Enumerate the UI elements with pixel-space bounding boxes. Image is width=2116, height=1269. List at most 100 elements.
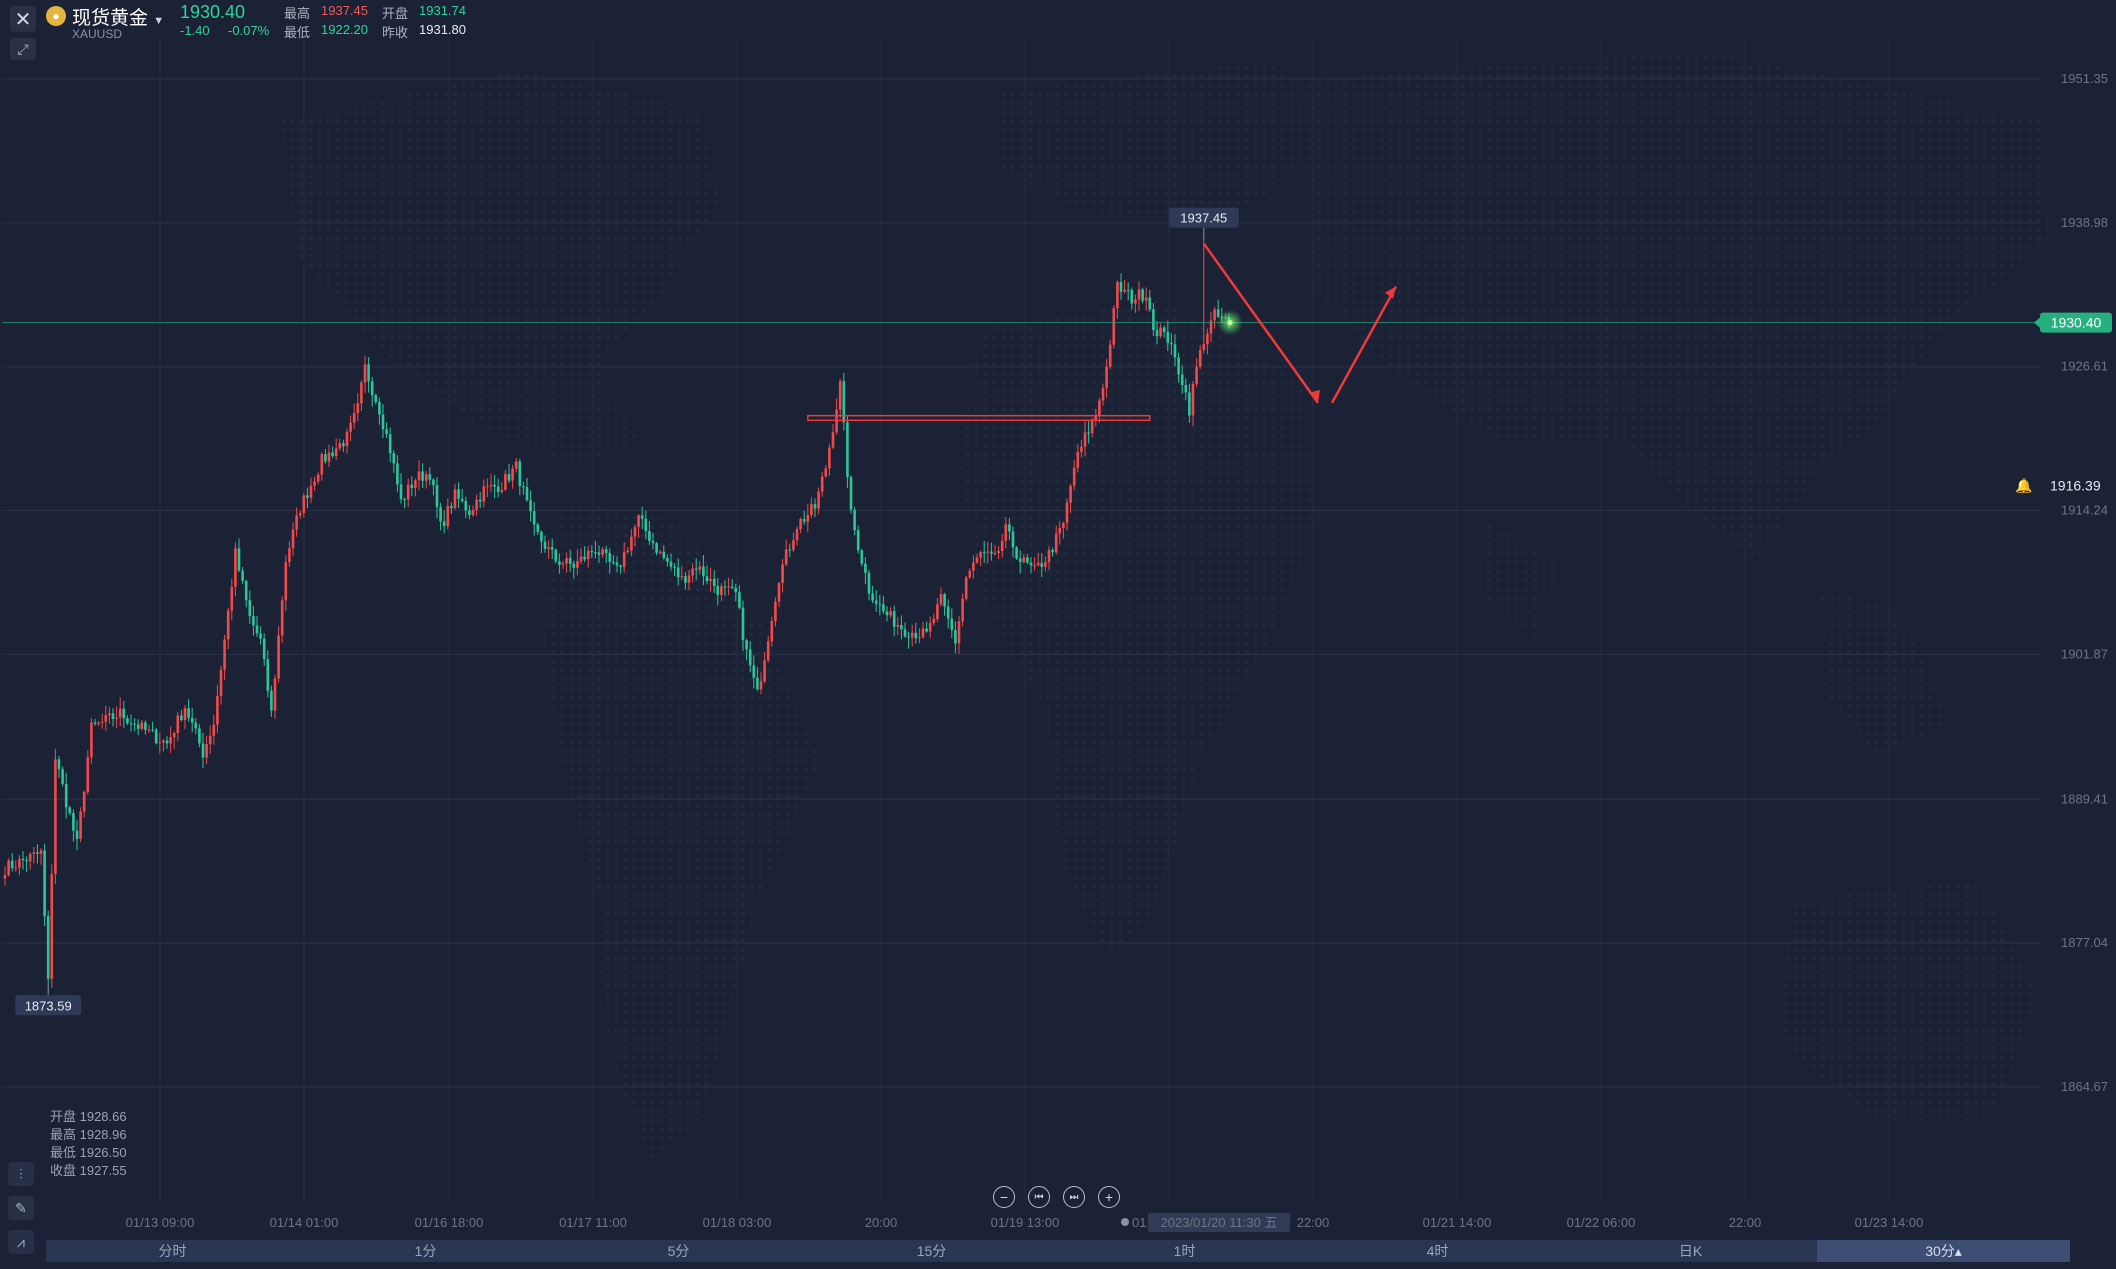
close-icon[interactable]: ✕	[10, 6, 36, 32]
pencil-icon[interactable]: ✎	[8, 1196, 34, 1220]
x-tick-label: 01/18 03:00	[703, 1215, 772, 1230]
candle-body	[180, 715, 183, 721]
x-tick-label: 01/16 18:00	[415, 1215, 484, 1230]
last-price: 1930.40	[180, 2, 246, 22]
x-tick-label: 01/22 06:00	[1567, 1215, 1636, 1230]
candle-body	[241, 570, 244, 581]
low-label: 最低	[284, 25, 311, 40]
jump-start-icon[interactable]: ⏮	[1028, 1186, 1050, 1208]
candle-body	[918, 637, 921, 639]
tab-5min[interactable]: 5分	[667, 1243, 690, 1259]
candle-body	[522, 486, 525, 488]
tab-1hour[interactable]: 1时	[1173, 1243, 1196, 1259]
zoom-out-icon[interactable]: −	[993, 1186, 1015, 1208]
candle-body	[907, 636, 910, 638]
candle-body	[748, 649, 752, 666]
candle-body	[1141, 289, 1144, 301]
x-tick-label: 01/19 13:00	[991, 1215, 1060, 1230]
candle-body	[64, 783, 68, 808]
candle-body	[108, 713, 111, 716]
tab-4hour[interactable]: 4时	[1426, 1243, 1449, 1259]
tab-15min[interactable]: 15分	[916, 1243, 947, 1259]
candle-body	[500, 489, 504, 492]
candle-body	[302, 495, 306, 513]
x-tick-label: 22:00	[1729, 1215, 1762, 1230]
candle-body	[25, 860, 28, 862]
candle-body	[1051, 549, 1054, 553]
candle-body	[32, 852, 36, 854]
world-map-watermark	[280, 50, 2050, 1160]
candle-body	[1036, 563, 1040, 566]
max-marker-bg	[1168, 207, 1239, 228]
draw-tool-icon[interactable]: ⤢	[10, 38, 36, 60]
candle-body	[399, 484, 403, 500]
candle-body	[442, 521, 446, 527]
candle-body	[680, 576, 684, 578]
candle-body	[810, 504, 813, 516]
candle-body	[1054, 533, 1058, 553]
candle-body	[842, 381, 846, 423]
candle-body	[129, 723, 133, 725]
candle-body	[846, 422, 849, 478]
ohlc-low: 最低 1926.50	[50, 1145, 127, 1160]
candle-body	[432, 479, 435, 486]
candle-body	[662, 551, 666, 559]
jump-end-icon[interactable]: ⏭	[1063, 1186, 1085, 1208]
candle-body	[997, 551, 1000, 554]
candle-body	[349, 422, 352, 432]
candlestick-series	[3, 240, 1231, 988]
candle-body	[975, 557, 979, 563]
candle-body	[990, 551, 993, 554]
tab-timeshare[interactable]: 分时	[158, 1243, 187, 1259]
candle-body	[46, 916, 50, 979]
indicator-icon[interactable]: ⫶	[8, 1162, 34, 1186]
candle-body	[306, 495, 309, 498]
candle-body	[54, 759, 57, 874]
candle-body	[496, 486, 500, 492]
last-price-tag-label: 1930.40	[2051, 315, 2102, 331]
zoom-in-icon[interactable]: +	[1098, 1186, 1120, 1208]
candle-body	[72, 813, 75, 831]
candle-body	[424, 474, 428, 481]
candle-body	[820, 476, 824, 492]
candle-body	[1159, 327, 1162, 337]
candle-body	[608, 552, 612, 562]
projection-down-arrowhead	[1309, 389, 1320, 403]
x-tick-label: 01/13 09:00	[126, 1215, 195, 1230]
candle-body	[979, 552, 982, 558]
symbol-name[interactable]: 现货黄金 ▼	[72, 8, 165, 29]
candle-body	[619, 565, 622, 567]
crosshair-time: 2023/01/20 11:30 五	[1161, 1215, 1278, 1230]
candle-body	[896, 625, 900, 627]
tab-30min[interactable]: 30分▴	[1817, 1240, 2070, 1262]
candle-body	[381, 414, 385, 430]
y-tick-label: 1864.67	[2061, 1079, 2108, 1094]
candle-body	[702, 566, 705, 577]
candle-body	[176, 715, 180, 733]
candle-body	[968, 570, 972, 578]
candle-body	[889, 611, 892, 616]
candle-body	[489, 484, 493, 487]
candle-body	[615, 562, 619, 566]
candle-body	[28, 853, 32, 862]
candle-body	[165, 740, 169, 744]
candle-body	[21, 858, 25, 861]
candle-body	[345, 431, 349, 447]
chevron-down-icon[interactable]: ▼	[153, 15, 165, 27]
candle-body	[82, 791, 86, 812]
tab-daily[interactable]: 日K	[1678, 1243, 1703, 1259]
candle-body	[457, 489, 460, 499]
candle-body	[792, 540, 795, 550]
chart-type-icon[interactable]: ⩘	[8, 1230, 34, 1254]
candle-body	[190, 717, 194, 723]
vertical-gridlines	[159, 40, 1890, 1200]
x-tick-label: 01/23 14:00	[1855, 1215, 1924, 1230]
tab-1min[interactable]: 1分	[414, 1243, 437, 1259]
candle-body	[90, 722, 93, 758]
candle-body	[273, 678, 277, 711]
candle-body	[511, 468, 514, 481]
candle-body	[262, 638, 266, 660]
candle-body	[676, 567, 680, 578]
candle-body	[543, 541, 547, 549]
